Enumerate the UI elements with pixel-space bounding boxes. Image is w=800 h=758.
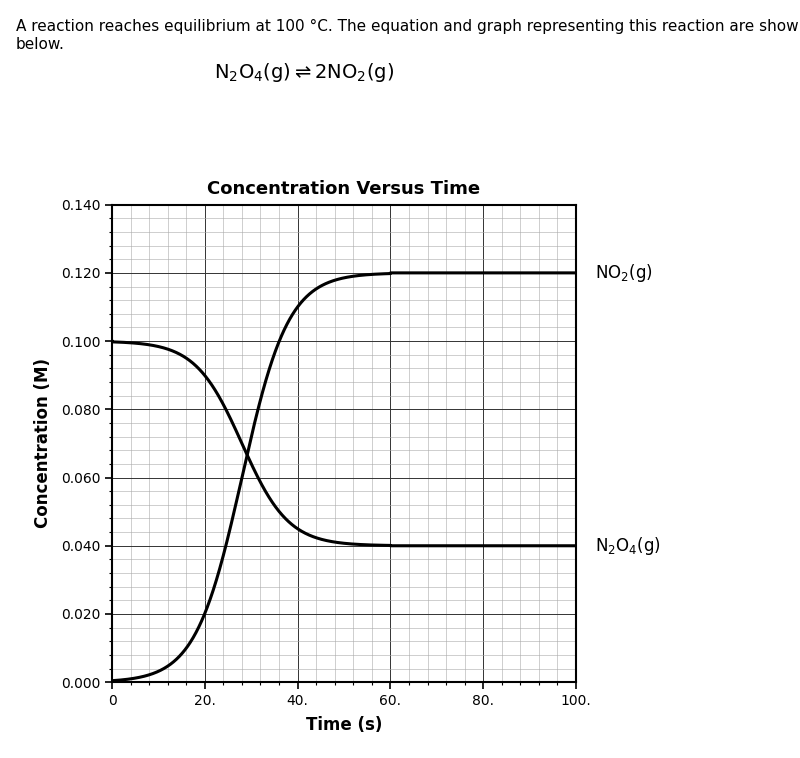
X-axis label: Time (s): Time (s) — [306, 716, 382, 735]
Text: A reaction reaches equilibrium at 100 °C. The equation and graph representing th: A reaction reaches equilibrium at 100 °C… — [16, 19, 800, 34]
Y-axis label: Concentration (M): Concentration (M) — [34, 359, 52, 528]
Text: $\mathsf{N_2O_4(g)}$: $\mathsf{N_2O_4(g)}$ — [594, 534, 660, 557]
Title: Concentration Versus Time: Concentration Versus Time — [207, 180, 481, 198]
Text: $\mathsf{NO_2(g)}$: $\mathsf{NO_2(g)}$ — [594, 262, 652, 284]
Text: $\mathsf{N_2O_4(g) \rightleftharpoons 2NO_2(g)}$: $\mathsf{N_2O_4(g) \rightleftharpoons 2N… — [214, 61, 394, 83]
Text: below.: below. — [16, 37, 65, 52]
